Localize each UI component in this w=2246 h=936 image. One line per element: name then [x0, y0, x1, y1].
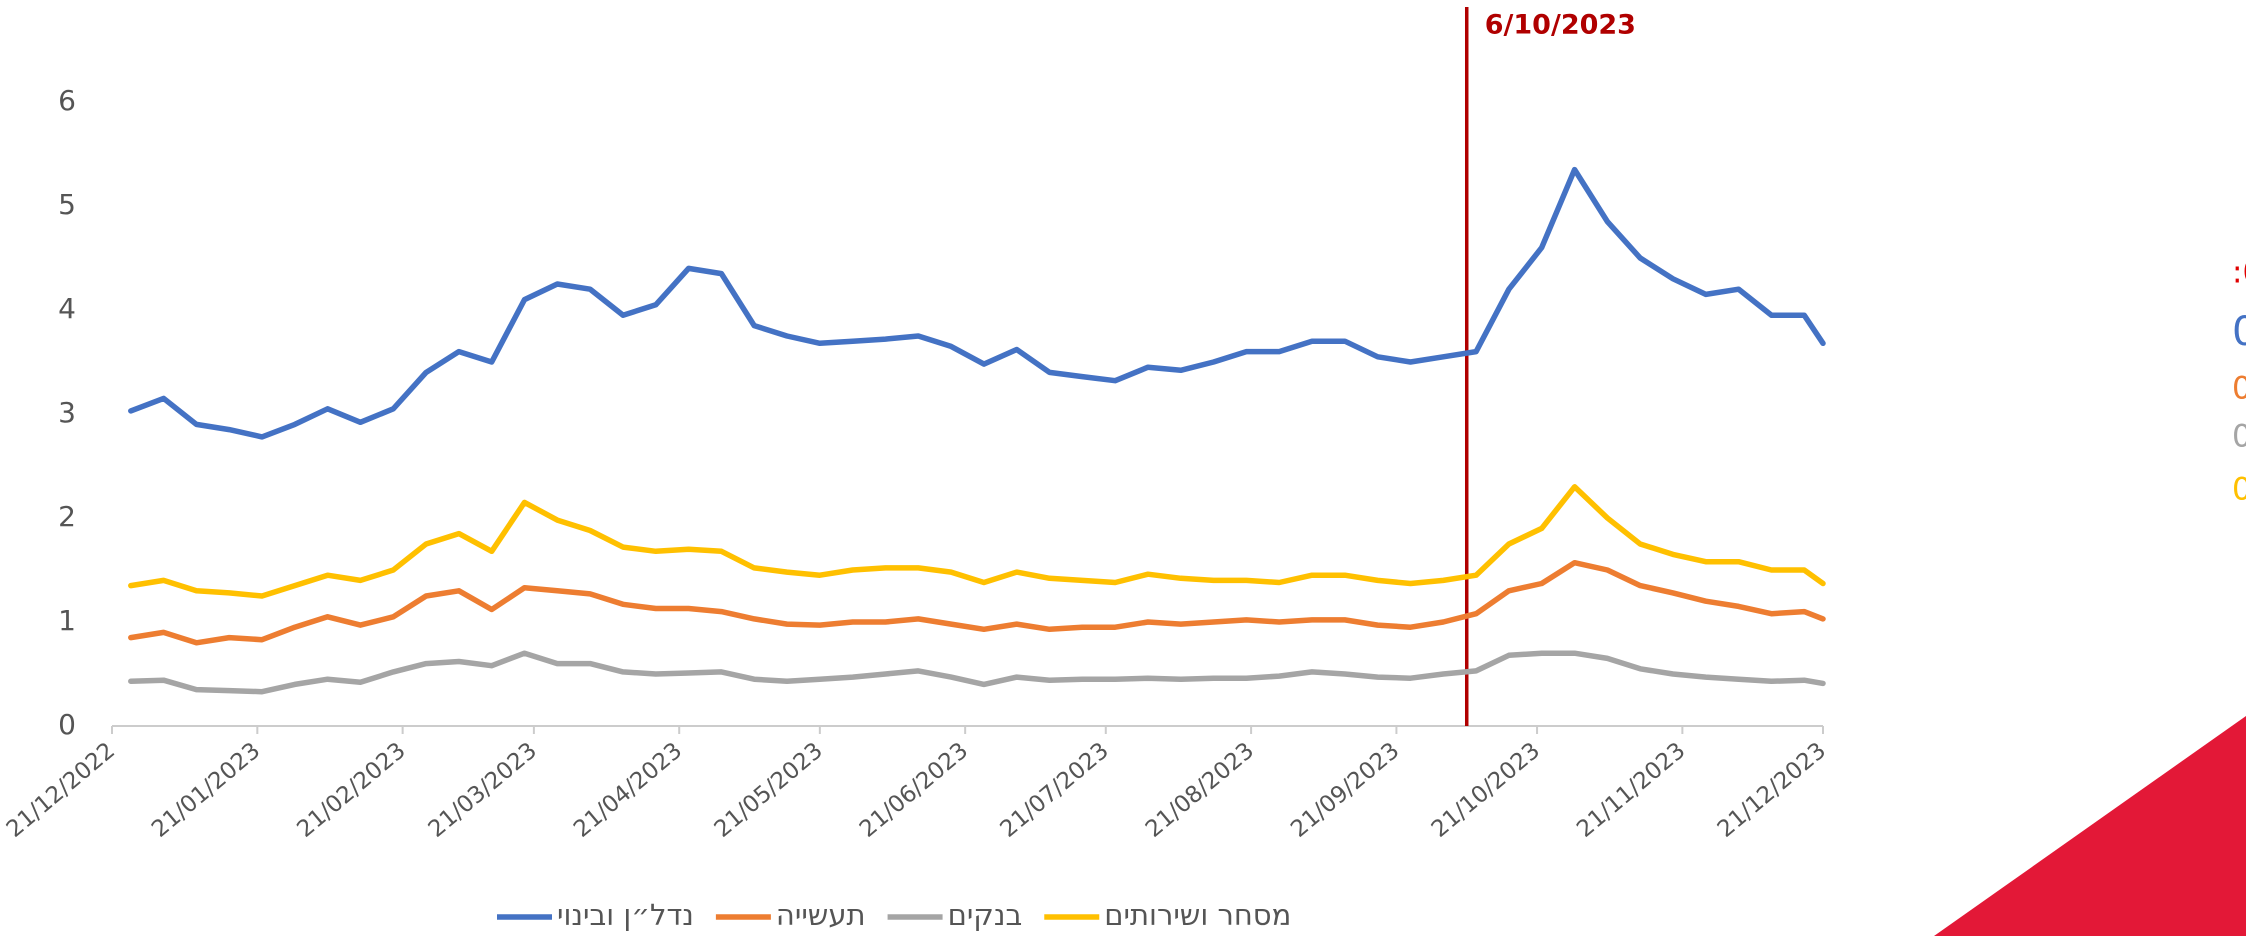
side-note-item: תעשייה: -0.04	[2232, 371, 2246, 407]
legend-label: בנקים	[948, 898, 1023, 932]
side-note-item: נדל״ן ובינוי: 0.2	[2232, 309, 2246, 355]
side-note-title: שינוי מ-06/10:	[2232, 255, 2246, 291]
side-note-item: בנקים: -0.05	[2232, 419, 2246, 455]
event-label: 6/10/2023	[1485, 10, 1636, 41]
legend-label: תעשייה	[776, 898, 866, 932]
y-tick-label: 5	[58, 188, 76, 221]
y-tick-label: 3	[58, 396, 76, 429]
y-tick-label: 1	[58, 604, 76, 637]
y-tick-label: 0	[58, 708, 76, 741]
legend-label: מסחר ושירותים	[1104, 898, 1291, 932]
chart: שינוי מ-06/10: נדל״ן ובינוי: 0.2 תעשייה: …	[0, 0, 2246, 936]
side-note-item: מסחר ושירותים: 0.02	[2232, 472, 2246, 508]
y-tick-label: 4	[58, 292, 76, 325]
y-tick-label: 6	[58, 84, 76, 117]
y-tick-label: 2	[58, 500, 76, 533]
legend-label: נדל״ן ובינוי	[557, 898, 694, 932]
